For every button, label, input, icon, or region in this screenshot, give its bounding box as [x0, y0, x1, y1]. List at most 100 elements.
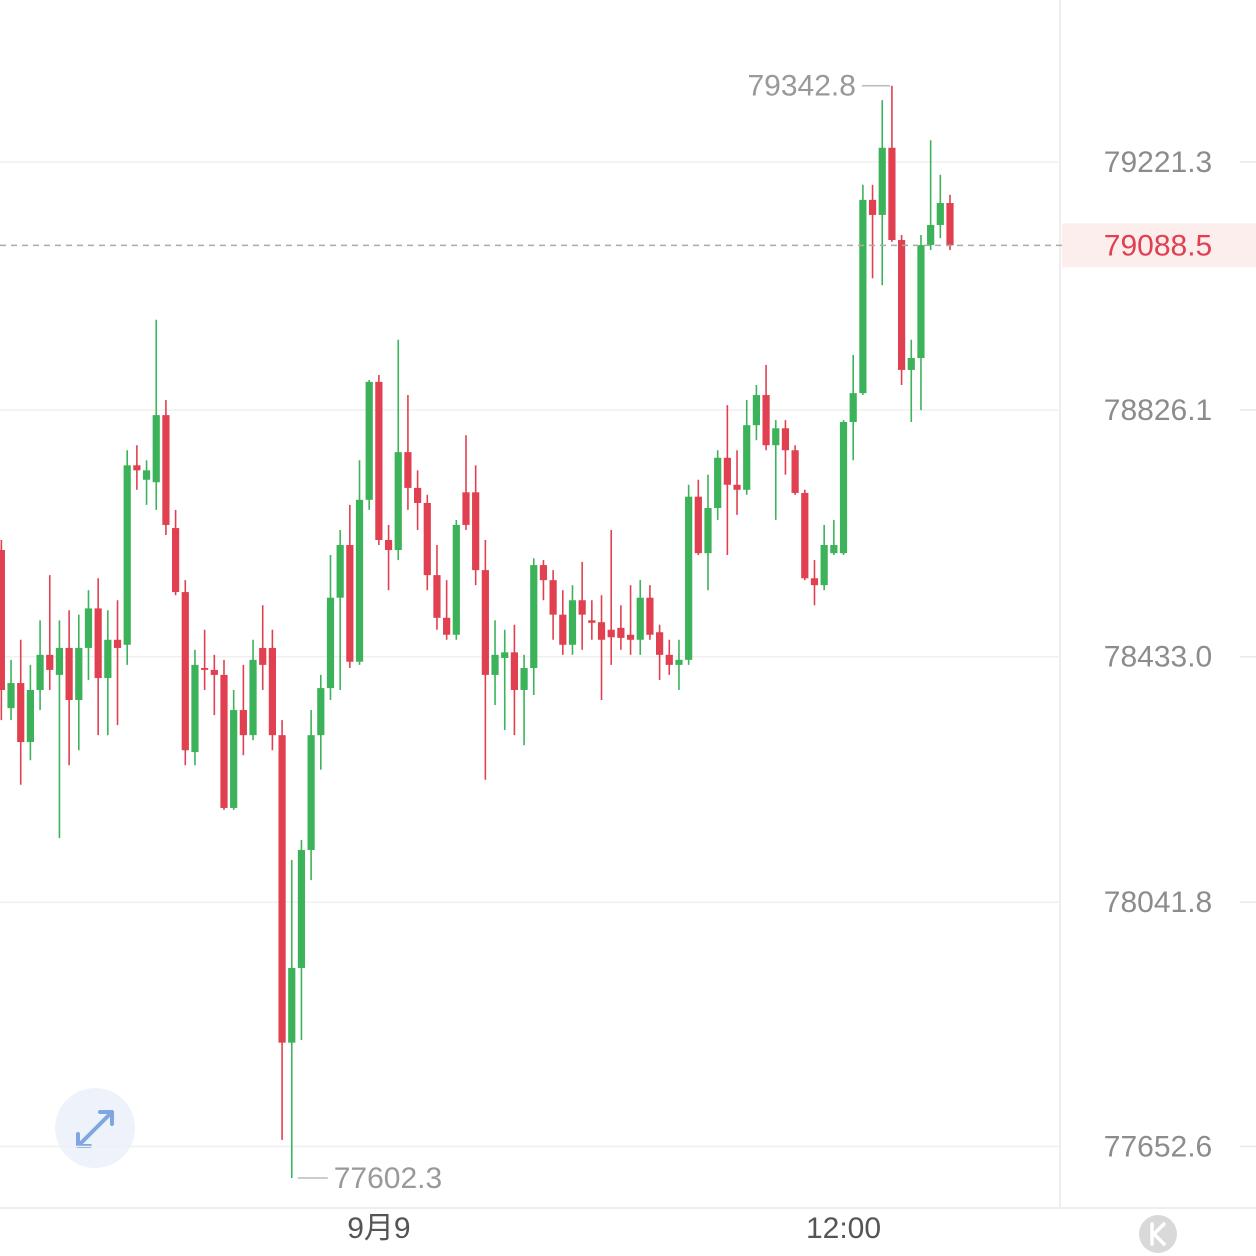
- candle-body: [152, 415, 160, 483]
- candle-body: [578, 600, 586, 615]
- candle-body: [781, 428, 790, 451]
- candle-body: [868, 199, 877, 215]
- candle-body: [133, 465, 141, 471]
- candle-body: [510, 652, 518, 690]
- candle-body: [491, 654, 499, 675]
- y-tick-label: 78433.0: [1104, 641, 1212, 674]
- candle-body: [656, 632, 664, 655]
- candle-body: [0, 550, 5, 690]
- x-tick-label: 12:00: [806, 1212, 881, 1245]
- candle-body: [365, 381, 373, 500]
- candle-body: [530, 565, 538, 669]
- candle-body: [433, 575, 441, 618]
- candle-body: [559, 614, 567, 645]
- candle-body: [443, 617, 451, 635]
- y-tick-label: 77652.6: [1104, 1130, 1212, 1163]
- candle-body: [588, 620, 596, 623]
- candle-body: [839, 422, 848, 554]
- candle-body: [888, 147, 896, 241]
- candle-body: [597, 622, 606, 640]
- current-price-label: 79088.5: [1104, 229, 1212, 262]
- candle-body: [181, 592, 189, 751]
- candle-body: [723, 457, 731, 485]
- candle-body: [636, 597, 644, 640]
- candle-body: [685, 496, 693, 660]
- candle-body: [849, 393, 857, 423]
- candle-body: [830, 545, 838, 554]
- candle-body: [239, 710, 247, 736]
- candle-body: [336, 545, 344, 598]
- candle-body: [520, 668, 528, 690]
- candle-body: [946, 203, 954, 246]
- candle-body: [55, 647, 64, 675]
- candle-body: [210, 669, 218, 675]
- candle-body: [878, 147, 886, 215]
- candle-body: [94, 608, 102, 679]
- candle-body: [549, 580, 557, 615]
- candle-body: [917, 245, 925, 359]
- candle-body: [743, 425, 751, 490]
- high-label: 79342.8: [747, 70, 855, 103]
- candle-body: [201, 668, 209, 670]
- candle-body: [646, 597, 654, 635]
- y-tick-label: 78041.8: [1104, 886, 1212, 919]
- candle-body: [898, 240, 906, 370]
- candle-body: [810, 578, 819, 586]
- candle-body: [172, 528, 180, 593]
- candle-body: [907, 358, 915, 370]
- candle-body: [394, 452, 402, 551]
- candle-body: [539, 565, 548, 581]
- candle-body: [607, 629, 615, 638]
- candle-body: [675, 659, 683, 665]
- candle-body: [472, 492, 480, 571]
- x-tick-label: 9月9: [347, 1212, 410, 1245]
- candle-body: [142, 470, 151, 480]
- candle-body: [104, 639, 112, 679]
- candle-body: [46, 654, 54, 670]
- candle-body: [404, 452, 412, 488]
- candle-body: [288, 967, 296, 1043]
- candle-body: [7, 683, 15, 709]
- candle-body: [704, 507, 712, 554]
- candle-body: [733, 484, 741, 490]
- candle-body: [84, 608, 93, 648]
- candle-body: [927, 224, 935, 246]
- k-icon: [1150, 1222, 1166, 1246]
- k-button[interactable]: [1139, 1215, 1177, 1253]
- candle-body: [191, 664, 199, 753]
- candle-body: [626, 634, 635, 640]
- candle-body: [501, 652, 509, 658]
- low-label: 77602.3: [334, 1162, 442, 1195]
- candle-body: [752, 395, 760, 426]
- candle-body: [355, 499, 364, 662]
- candle-body: [113, 639, 122, 648]
- candle-body: [936, 203, 944, 225]
- candle-body: [162, 415, 170, 525]
- candle-body: [791, 450, 799, 493]
- candle-body: [452, 524, 460, 635]
- expand-button[interactable]: [55, 1088, 135, 1168]
- candle-body: [317, 688, 325, 736]
- candle-body: [694, 496, 702, 554]
- candle-body: [75, 647, 83, 701]
- candle-body: [772, 428, 780, 446]
- y-tick-label: 79221.3: [1104, 146, 1212, 179]
- candle-body: [259, 647, 267, 665]
- candle-body: [375, 381, 383, 540]
- candle-body: [762, 395, 770, 446]
- candle-body: [346, 545, 354, 662]
- candle-body: [230, 710, 238, 808]
- candle-body: [326, 597, 335, 689]
- candle-body: [714, 457, 722, 508]
- candle-body: [249, 659, 257, 736]
- candle-body: [665, 654, 673, 665]
- candle-body: [414, 487, 422, 503]
- candle-body: [462, 492, 470, 525]
- candle-body: [423, 502, 431, 576]
- candle-body: [307, 735, 315, 850]
- candle-body: [820, 545, 828, 586]
- current-price-bg: [1062, 223, 1256, 268]
- candle-body: [278, 735, 286, 1043]
